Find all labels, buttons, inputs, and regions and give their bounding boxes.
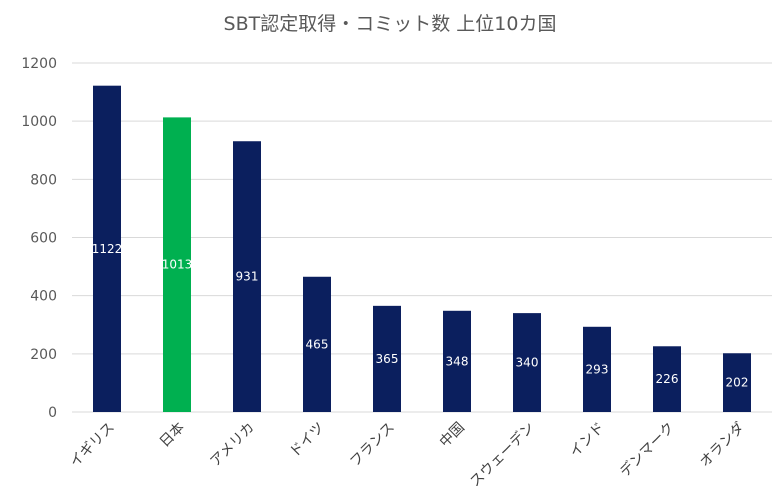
y-tick-label: 600 — [30, 231, 57, 247]
y-tick-label: 1200 — [21, 56, 57, 72]
data-label: 931 — [236, 270, 259, 284]
data-label: 202 — [726, 376, 749, 390]
y-tick-label: 200 — [30, 347, 57, 363]
x-tick-label: インド — [567, 420, 608, 461]
x-tick-label: アメリカ — [207, 420, 257, 470]
bar — [303, 276, 331, 412]
data-label: 226 — [656, 372, 679, 386]
bar — [163, 117, 191, 412]
data-label: 1013 — [162, 258, 193, 272]
data-label: 293 — [586, 362, 609, 376]
bar — [723, 353, 751, 412]
data-label: 1122 — [92, 242, 123, 256]
x-tick-label: ドイツ — [287, 420, 328, 461]
data-label: 465 — [306, 337, 329, 351]
chart-title: SBT認定取得・コミット数 上位10カ国 — [224, 13, 557, 35]
y-tick-label: 800 — [30, 172, 57, 188]
bar — [583, 326, 611, 412]
data-label: 365 — [376, 352, 399, 366]
data-label: 340 — [516, 356, 539, 370]
y-tick-label: 0 — [48, 405, 57, 421]
x-tick-label: スウェーデン — [466, 419, 537, 490]
x-tick-label: フランス — [347, 420, 398, 471]
data-label: 348 — [446, 354, 469, 368]
x-axis-ticks: イギリス 日本 アメリカ ドイツ フランス 中国 スウェーデン インド デンマーク オランダ — [67, 419, 748, 490]
x-tick-label: オランダ — [697, 420, 748, 471]
x-tick-label: イギリス — [67, 420, 118, 471]
bar — [653, 346, 681, 412]
bar — [93, 85, 121, 412]
y-tick-label: 1000 — [21, 114, 57, 130]
bar — [443, 310, 471, 412]
y-tick-label: 400 — [30, 289, 57, 305]
bars — [93, 85, 751, 412]
x-tick-label: 日本 — [157, 420, 188, 451]
x-tick-label: デンマーク — [616, 419, 678, 481]
x-tick-label: 中国 — [437, 420, 468, 451]
data-labels: 1122 1013 931 465 365 348 340 293 226 202 — [92, 242, 749, 390]
bar — [373, 305, 401, 412]
y-axis-ticks: 0 200 400 600 800 1000 1200 — [21, 56, 57, 421]
bar — [513, 313, 541, 412]
bar — [233, 141, 261, 412]
